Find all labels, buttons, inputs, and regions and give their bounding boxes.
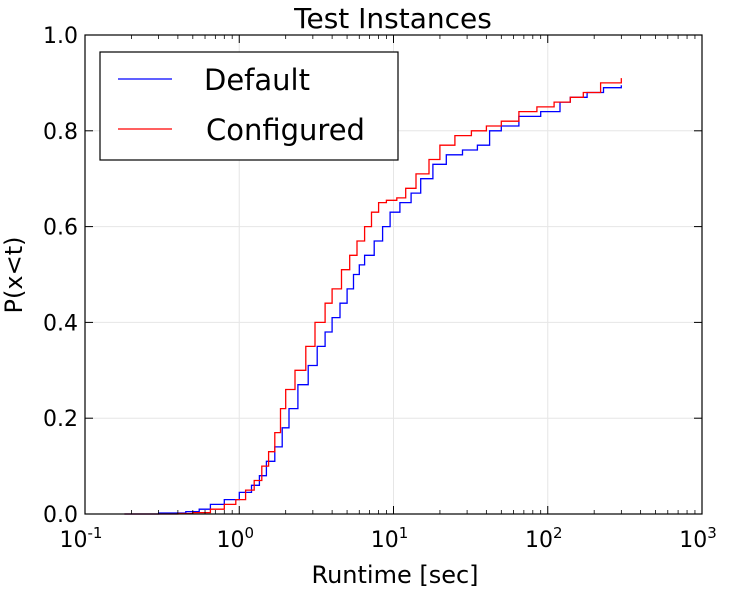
x-tick-exponent: 0 bbox=[244, 524, 254, 542]
y-tick-label: 0.0 bbox=[43, 503, 78, 528]
y-tick-label: 0.2 bbox=[43, 407, 78, 432]
x-tick-exponent: 1 bbox=[399, 524, 409, 542]
x-tick-base: 10 bbox=[216, 528, 244, 553]
legend-label-default: Default bbox=[204, 63, 310, 97]
x-tick-label: 100 bbox=[216, 524, 254, 553]
legend-box bbox=[99, 51, 399, 161]
y-axis-label: P(x<t) bbox=[0, 237, 28, 314]
series-line-configured bbox=[124, 78, 622, 515]
series-configured bbox=[124, 78, 622, 515]
x-tick-label: 103 bbox=[679, 524, 717, 553]
x-tick-label: 101 bbox=[371, 524, 409, 553]
x-tick-exponent: 3 bbox=[707, 524, 717, 542]
x-tick-label: 102 bbox=[525, 524, 563, 553]
x-tick-base: 10 bbox=[60, 528, 88, 553]
y-tick-label: 0.6 bbox=[43, 216, 78, 241]
x-axis-label: Runtime [sec] bbox=[311, 561, 478, 589]
x-tick-base: 10 bbox=[525, 528, 553, 553]
x-tick-base: 10 bbox=[371, 528, 399, 553]
series-default bbox=[124, 85, 622, 515]
y-tick-label: 0.4 bbox=[43, 311, 78, 336]
x-tick-exponent: -1 bbox=[88, 524, 103, 542]
y-tick-label: 0.8 bbox=[43, 120, 78, 145]
x-tick-exponent: 2 bbox=[553, 524, 563, 542]
chart-title: Test Instances bbox=[293, 2, 492, 35]
x-tick-label: 10-1 bbox=[60, 524, 103, 553]
legend-label-configured: Configured bbox=[206, 113, 365, 147]
x-tick-base: 10 bbox=[679, 528, 707, 553]
series-layer bbox=[124, 78, 622, 515]
series-line-default bbox=[124, 85, 622, 515]
y-tick-label: 1.0 bbox=[43, 24, 78, 49]
legend: Default Configured bbox=[99, 51, 399, 161]
